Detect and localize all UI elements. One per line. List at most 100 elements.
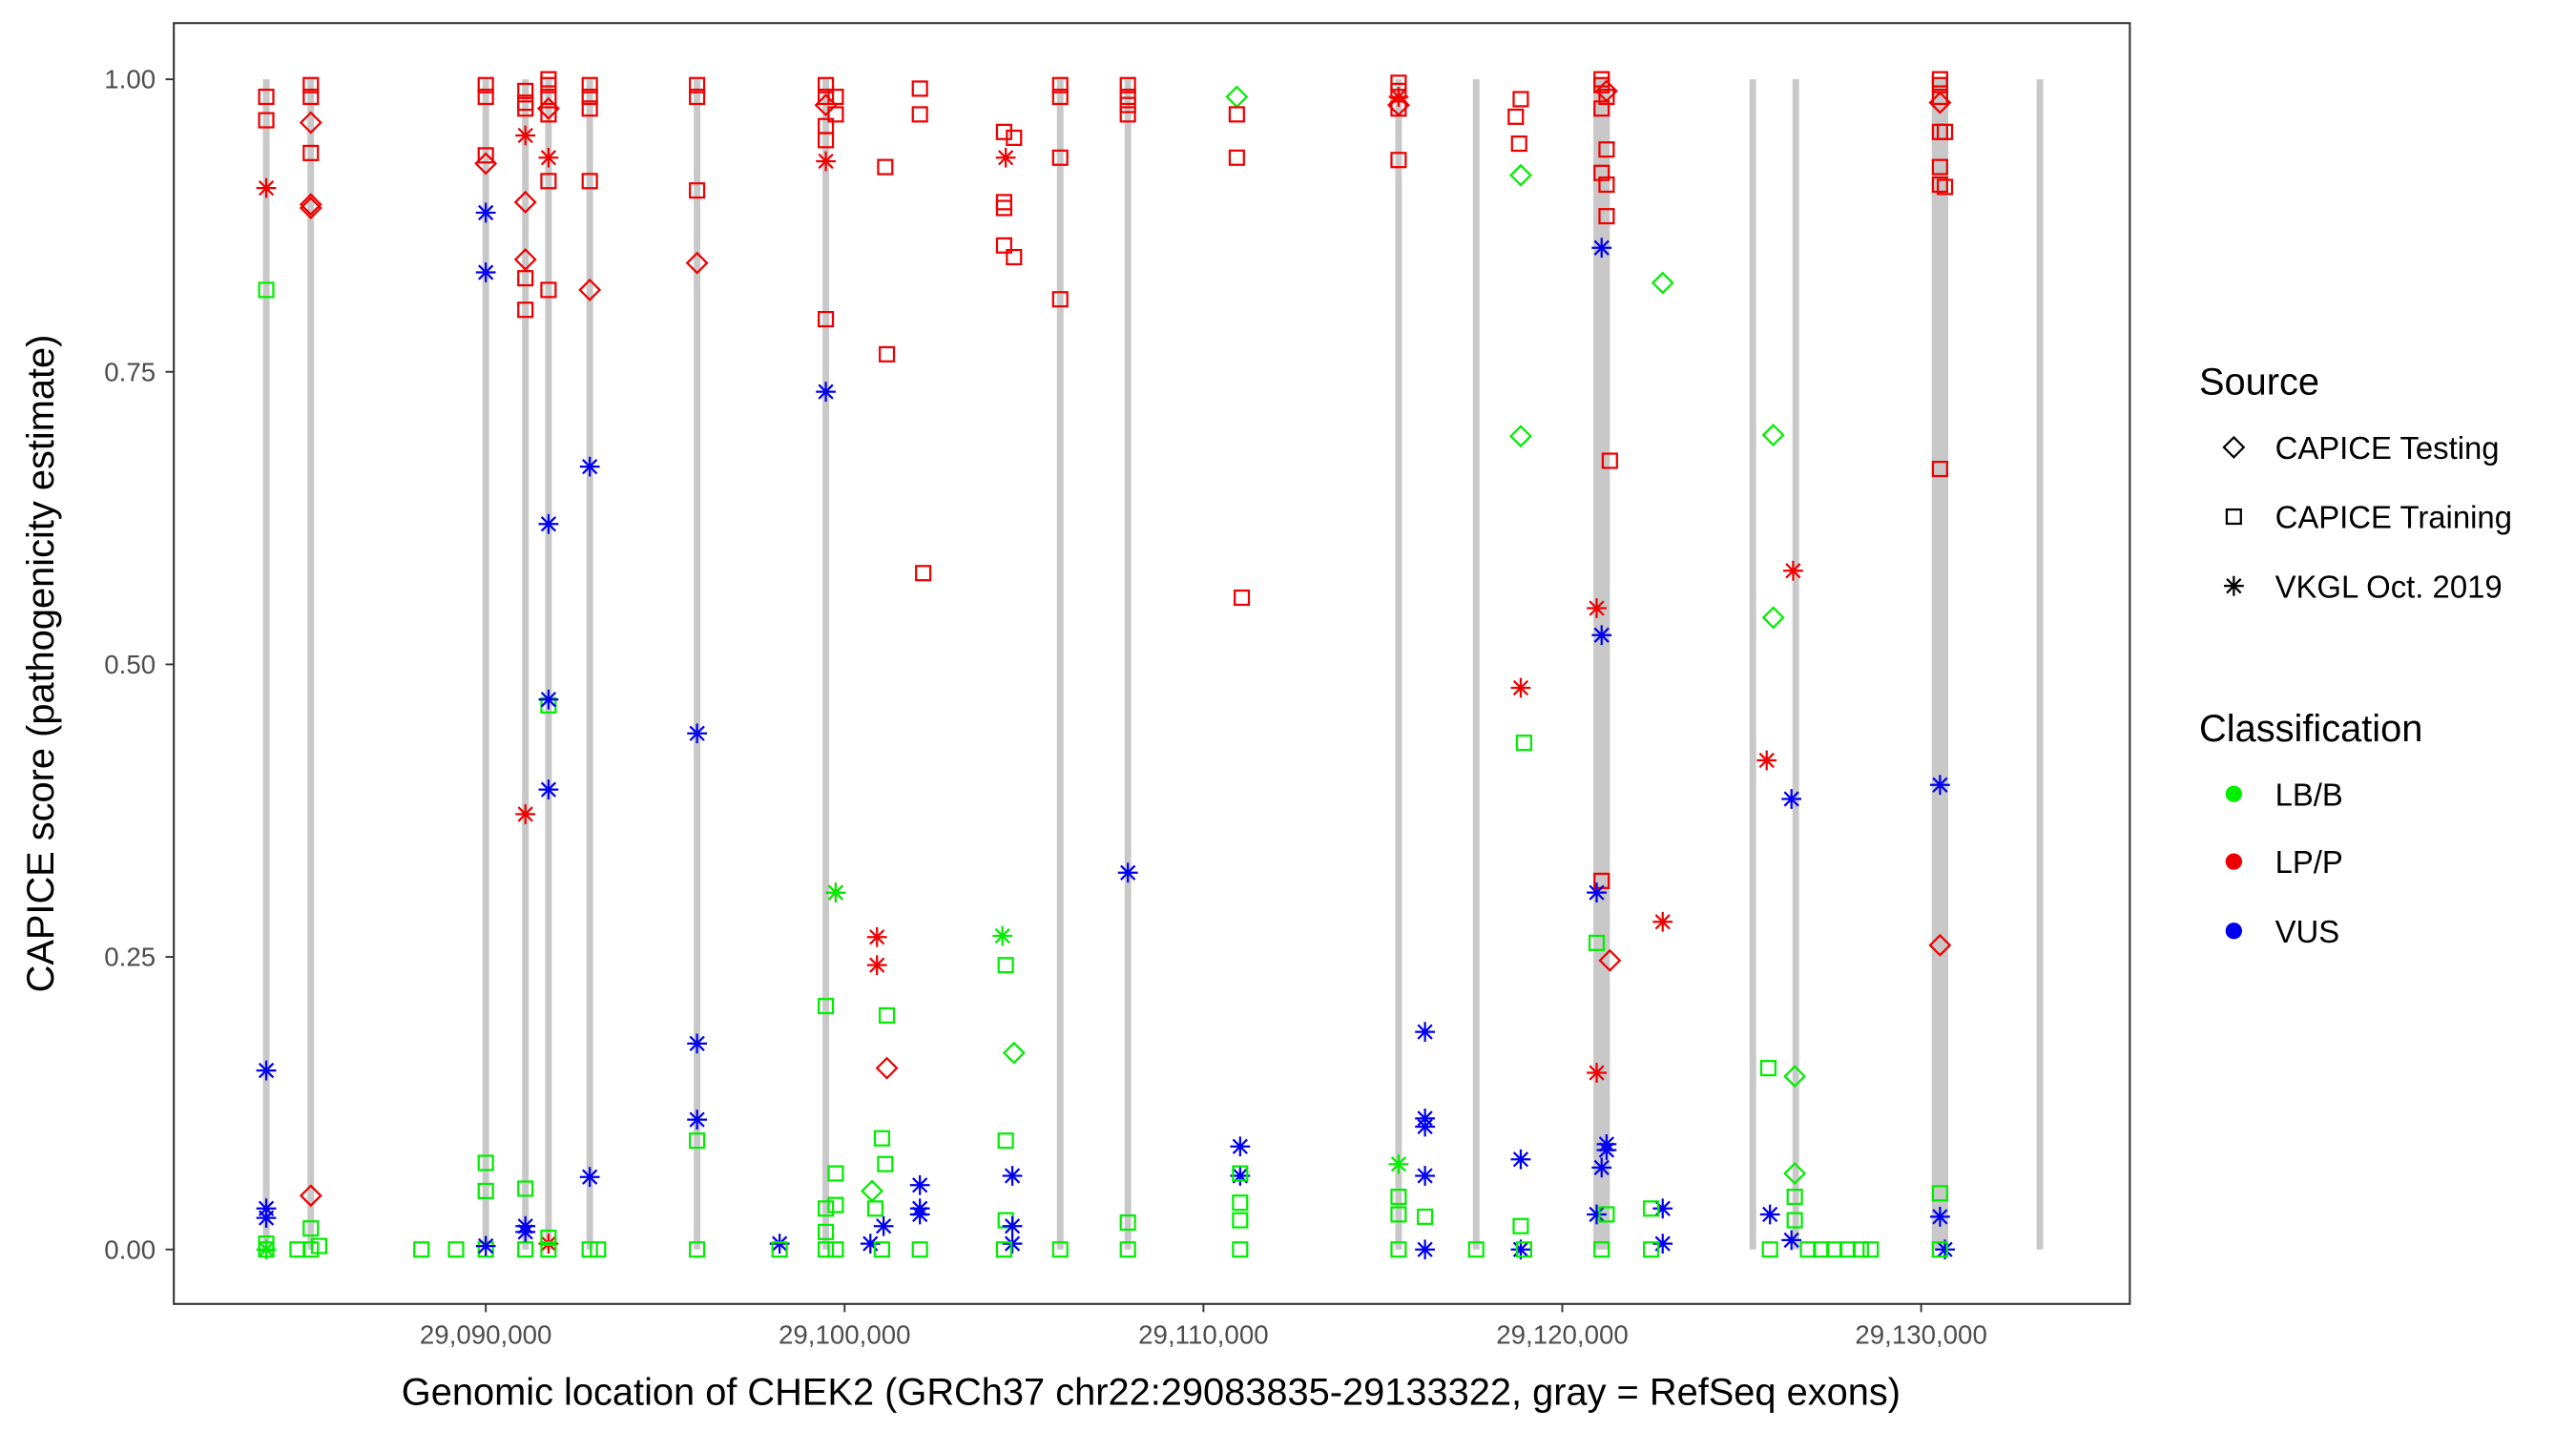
data-point-square [1006,129,1023,146]
data-point-asterisk [1591,625,1612,646]
data-point-square [1512,91,1529,108]
data-point-diamond [875,1056,899,1080]
data-point-square [1119,106,1136,123]
data-point-square [1937,178,1954,196]
data-point-diamond [1386,93,1410,117]
exon-bar [1749,79,1756,1250]
exon-bars [262,79,2044,1250]
data-point-diamond [474,152,498,176]
legend-class-vus: VUS [2275,914,2340,949]
data-point-square [1390,1241,1407,1258]
exon-bar [822,79,830,1250]
data-point-square [258,281,275,299]
data-point-square [1232,1165,1249,1182]
exon-bar [307,79,315,1250]
data-point-square [1593,76,1610,93]
data-point-square [581,76,598,93]
data-point-square [997,1132,1014,1150]
data-point-square [1390,1188,1407,1206]
data-point-square [818,1223,835,1240]
data-point-diamond [513,248,537,271]
data-point-square [1051,76,1069,93]
data-point-square [310,1237,327,1255]
exon-bar [1792,79,1799,1250]
data-point-square [302,76,320,93]
data-point-asterisk [579,456,600,477]
legend-color-dot-icon [2225,785,2242,802]
data-point-square [302,88,320,106]
data-point-asterisk [1415,1239,1435,1260]
data-point-square [877,158,894,176]
data-point-square [689,88,706,106]
data-point-square [477,147,494,164]
data-point-diamond [299,111,322,135]
data-point-square [1931,461,1948,478]
exon-bar [522,79,530,1250]
data-point-asterisk [475,1235,496,1256]
data-point-square [1051,88,1069,106]
data-point-asterisk [256,1208,277,1229]
data-point-square [1598,141,1615,158]
data-point-square [1931,1241,1948,1258]
exon-bar [262,79,270,1250]
x-axis: 29,090,000 29,100,000 29,110,000 29,120,000… [420,1303,1987,1349]
data-point-square [540,1241,557,1258]
exon-bar [694,79,701,1250]
data-point-square [1232,1194,1249,1212]
data-point-asterisk [475,262,496,282]
data-point-asterisk [687,1033,708,1054]
data-point-asterisk [1759,1204,1780,1225]
data-point-square [302,1220,320,1237]
data-point-square [1598,88,1615,106]
data-point-square [1598,1206,1615,1223]
data-point-asterisk [475,202,496,223]
data-point-asterisk [1587,1063,1607,1083]
data-point-square [1931,1185,1948,1202]
data-point-asterisk [909,1204,930,1225]
data-point-asterisk [579,1167,600,1188]
data-point-square [540,76,557,93]
data-point-square [1799,1241,1817,1258]
data-point-asterisk [538,779,559,800]
data-point-square [302,144,320,161]
data-point-square [517,82,534,99]
data-point-square [1593,100,1610,117]
data-point-asterisk [825,882,846,902]
data-point-square [540,106,557,123]
data-point-square [818,998,835,1015]
legend-source-title: Source [2199,361,2319,403]
data-point-square [590,1241,607,1258]
y-axis-title: CAPICE score (pathogenicity estimate) [20,335,62,993]
exon-bar [1472,79,1480,1250]
y-axis: 0.00 0.25 0.50 0.75 1.00 [104,65,175,1264]
data-point-diamond [299,1184,322,1208]
data-point-square [1119,76,1136,93]
data-point-square [517,1180,534,1197]
data-point-asterisk [1415,1022,1435,1042]
data-point-square [1852,1241,1869,1258]
data-point-asterisk [909,1174,930,1195]
legend-diamond-icon [2222,435,2246,459]
data-point-square [1931,158,1948,176]
data-point-asterisk [1591,1157,1612,1178]
data-point-square [827,1196,844,1213]
data-point-diamond [299,193,322,217]
data-point-square [540,281,557,299]
data-point-asterisk [515,125,536,146]
data-point-asterisk [816,382,836,402]
data-point-square [1467,1241,1485,1258]
data-point-square [1051,1241,1069,1258]
data-point-asterisk [1510,1239,1531,1260]
exon-bar [1395,79,1402,1250]
data-point-square [995,237,1012,254]
legend-color-dot-icon [2225,923,2242,940]
data-point-asterisk [1596,1140,1617,1160]
data-point-diamond [814,93,838,117]
data-point-diamond [1928,91,1952,114]
data-point-asterisk [687,1110,708,1130]
data-point-square [581,1241,598,1258]
data-point-asterisk [1783,560,1803,581]
x-tick-label: 29,090,000 [420,1319,552,1349]
data-point-square [517,100,534,117]
data-point-asterisk [1415,1166,1435,1186]
